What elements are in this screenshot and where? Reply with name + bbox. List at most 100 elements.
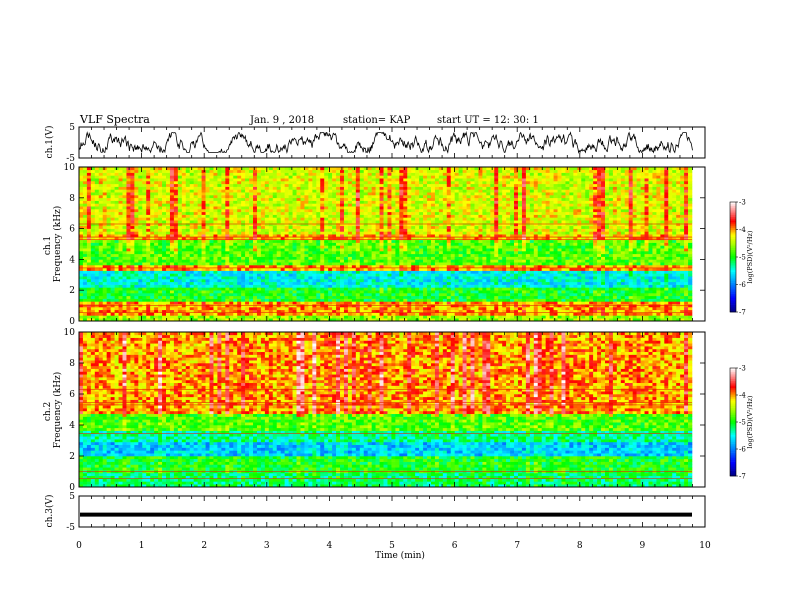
ch1-spectrogram-cell [169,211,175,215]
ch1-spectrogram-cell [134,186,139,190]
ch1-spectrogram-cell [185,217,191,221]
ch1-spectrogram-cell [304,259,309,263]
ch1-spectrogram-cell [280,293,285,297]
ch1-spectrogram-cell [122,267,127,271]
ch1-spectrogram-cell [280,181,285,185]
ch1-spectrogram-cell [407,256,412,260]
ch1-spectrogram-cell [86,281,92,285]
ch1-spectrogram-cell [264,256,270,260]
ch1-spectrogram-cell [328,192,333,196]
ch1-spectrogram-cell [110,256,115,260]
ch1-spectrogram-cell [253,178,258,182]
ch1-spectrogram-cell [253,279,258,283]
ch1-spectrogram-cell [391,192,396,196]
ch1-spectrogram-cell [197,186,202,190]
ch1-spectrogram-cell [343,237,349,241]
ch1-spectrogram-cell [260,181,266,185]
ch1-spectrogram-cell [94,265,100,269]
ch1-spectrogram-cell [138,195,143,199]
ch1-spectrogram-cell [256,209,262,213]
ch1-spectrogram-cell [150,301,155,305]
ch1-spectrogram-cell [343,262,349,266]
ch1-spectrogram-cell [98,169,104,173]
ch1-spectrogram-cell [387,253,392,257]
ch1-spectrogram-cell [205,298,210,302]
ch1-spectrogram-cell [260,279,266,283]
ch1-spectrogram-cell [316,225,321,229]
ch1-spectrogram-cell [205,287,210,291]
ch1-spectrogram-cell [268,251,274,255]
ch1-spectrogram-cell [284,242,289,246]
ch1-spectrogram-cell [94,239,100,243]
ch1-spectrogram-cell [185,192,191,196]
ch1-spectrogram-cell [205,262,210,266]
ch1-spectrogram-cell [427,307,432,311]
ch1-spectrogram-cell [169,281,175,285]
ch1-spectrogram-cell [122,259,127,263]
ch1-spectrogram-cell [379,245,384,249]
ch1-spectrogram-cell [280,295,285,299]
ch1-spectrogram-cell [158,175,163,179]
ch1-spectrogram-cell [379,200,384,204]
ch1-spectrogram-cell [197,312,202,316]
ch1-spectrogram-cell [419,276,424,280]
ch1-spectrogram-cell [201,295,206,299]
ch1-spectrogram-cell [272,169,278,173]
ch1-spectrogram-cell [371,245,376,249]
ch1-spectrogram-cell [359,293,365,297]
ch1-spectrogram-cell [118,206,123,210]
ch1-spectrogram-cell [383,167,388,171]
ch1-spectrogram-cell [280,281,285,285]
ch1-spectrogram-cell [347,267,353,271]
ch1-spectrogram-cell [256,253,262,257]
ch1-spectrogram-cell [221,276,226,280]
ch1-spectrogram-cell [181,309,187,313]
ch1-spectrogram-cell [122,273,127,277]
ch1-spectrogram-cell [185,169,191,173]
ch1-spectrogram-cell [276,253,281,257]
ch1-spectrogram-cell [387,259,392,263]
ch1-spectrogram-cell [292,197,297,201]
ch1-spectrogram-cell [86,195,92,199]
ch1-spectrogram-cell [138,206,143,210]
ch1-spectrogram-cell [162,234,167,238]
ch1-spectrogram-cell [158,307,163,311]
ch1-spectrogram-cell [332,312,337,316]
ch1-spectrogram-cell [209,256,214,260]
ch1-spectrogram-cell [130,245,135,249]
ch1-spectrogram-cell [375,287,380,291]
ch1-spectrogram-cell [162,318,167,322]
ch1-spectrogram-cell [142,211,147,215]
ch1-spectrogram-cell [229,290,234,294]
ch1-spectrogram-cell [189,206,194,210]
ch1-spectrogram-cell [185,276,191,280]
ch1-spectrogram-cell [233,259,238,263]
ch1-spectrogram-cell [272,237,278,241]
ch1-spectrogram-cell [272,279,278,283]
ch1-spectrogram-cell [249,293,254,297]
ch1-spectrogram-cell [130,225,135,229]
ch1-spectrogram-cell [189,295,194,299]
ch1-spectrogram-cell [340,203,345,207]
ch1-spectrogram-cell [249,309,254,313]
ch1-spectrogram-cell [284,251,289,255]
ch1-spectrogram-cell [213,262,218,266]
ch1-spectrogram-cell [375,256,380,260]
ch1-spectrogram-cell [419,167,424,171]
ch1-spectrogram-cell [371,290,376,294]
ch1-spectrogram-cell [343,293,349,297]
ch1-spectrogram-cell [193,287,198,291]
ch1-spectrogram-cell [249,245,254,249]
ch1-spectrogram-cell [419,197,424,201]
ch1-spectrogram-cell [403,270,408,274]
ch1-spectrogram-cell [241,237,246,241]
ch1-spectrogram-cell [253,167,258,171]
ch1-spectrogram-cell [154,265,159,269]
ch1-spectrogram-cell [249,281,254,285]
ch1-spectrogram-cell [166,231,171,235]
ch1-spectrogram-cell [355,209,361,213]
ch1-spectrogram-cell [253,169,258,173]
ch1-spectrogram-cell [86,197,92,201]
ch1-spectrogram-cell [320,245,325,249]
ch1-spectrogram-cell [264,175,270,179]
